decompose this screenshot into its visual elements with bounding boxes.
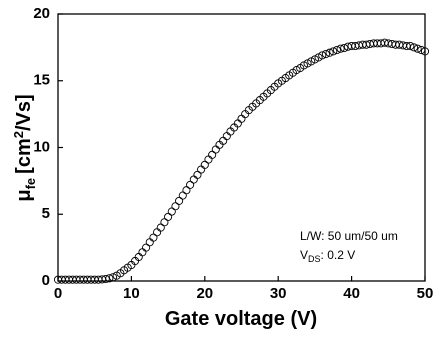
- data-point: [101, 274, 110, 284]
- x-tick-label: 10: [123, 285, 140, 302]
- y-unit: [cm: [13, 138, 35, 174]
- data-point: [417, 45, 426, 55]
- data-point: [178, 191, 187, 200]
- data-point: [175, 196, 184, 205]
- data-point: [211, 145, 220, 154]
- data-point: [105, 274, 114, 283]
- data-point: [167, 207, 176, 216]
- y-unit-rest: /Vs]: [13, 94, 35, 131]
- annotation-rest: : 0.2 V: [321, 248, 356, 262]
- annotation: VDS: 0.2 V: [300, 248, 355, 264]
- data-point: [138, 248, 147, 257]
- x-tick-label: 50: [417, 285, 434, 302]
- annotation: L/W: 50 um/50 um: [300, 229, 398, 243]
- data-point: [413, 44, 422, 53]
- annotation-subscript: DS: [308, 254, 321, 264]
- y-tick-label: 5: [42, 205, 50, 222]
- data-point: [109, 273, 118, 282]
- x-tick-label: 0: [54, 285, 62, 302]
- data-point: [325, 48, 334, 57]
- data-point: [164, 212, 173, 221]
- data-point: [171, 202, 180, 211]
- x-axis-title: Gate voltage (V): [165, 308, 317, 330]
- data-point: [420, 47, 430, 56]
- y-tick-label: 0: [42, 272, 50, 289]
- data-point: [329, 47, 338, 56]
- data-point: [186, 180, 195, 189]
- data-point: [321, 50, 330, 59]
- data-point: [182, 186, 191, 195]
- data-point: [149, 233, 158, 242]
- data-point: [197, 165, 206, 174]
- y-subscript: fe: [23, 178, 38, 190]
- x-tick-label: 30: [270, 285, 287, 302]
- data-point: [318, 51, 327, 60]
- data-point: [237, 114, 246, 123]
- data-point: [336, 44, 345, 53]
- data-point: [208, 150, 217, 159]
- data-point: [200, 160, 209, 169]
- y-tick-label: 10: [33, 138, 50, 155]
- y-unit-power: 2: [11, 131, 26, 138]
- data-point: [145, 238, 154, 247]
- data-point: [156, 223, 165, 232]
- y-axis-title: μfe [cm2/Vs]: [11, 94, 38, 201]
- data-point: [204, 155, 213, 164]
- data-point: [406, 41, 415, 51]
- data-point: [160, 218, 169, 227]
- y-tick-label: 20: [33, 5, 50, 22]
- annotation-symbol: V: [300, 248, 308, 262]
- data-point: [153, 228, 162, 237]
- data-point: [193, 170, 202, 179]
- data-point: [189, 175, 198, 184]
- y-symbol: μ: [13, 189, 35, 201]
- data-point: [409, 43, 419, 52]
- data-point: [340, 43, 349, 53]
- y-tick-label: 15: [33, 72, 50, 89]
- data-point: [222, 132, 231, 141]
- x-tick-label: 20: [196, 285, 213, 302]
- data-point: [332, 45, 341, 55]
- data-point: [142, 243, 151, 252]
- x-tick-label: 40: [343, 285, 360, 302]
